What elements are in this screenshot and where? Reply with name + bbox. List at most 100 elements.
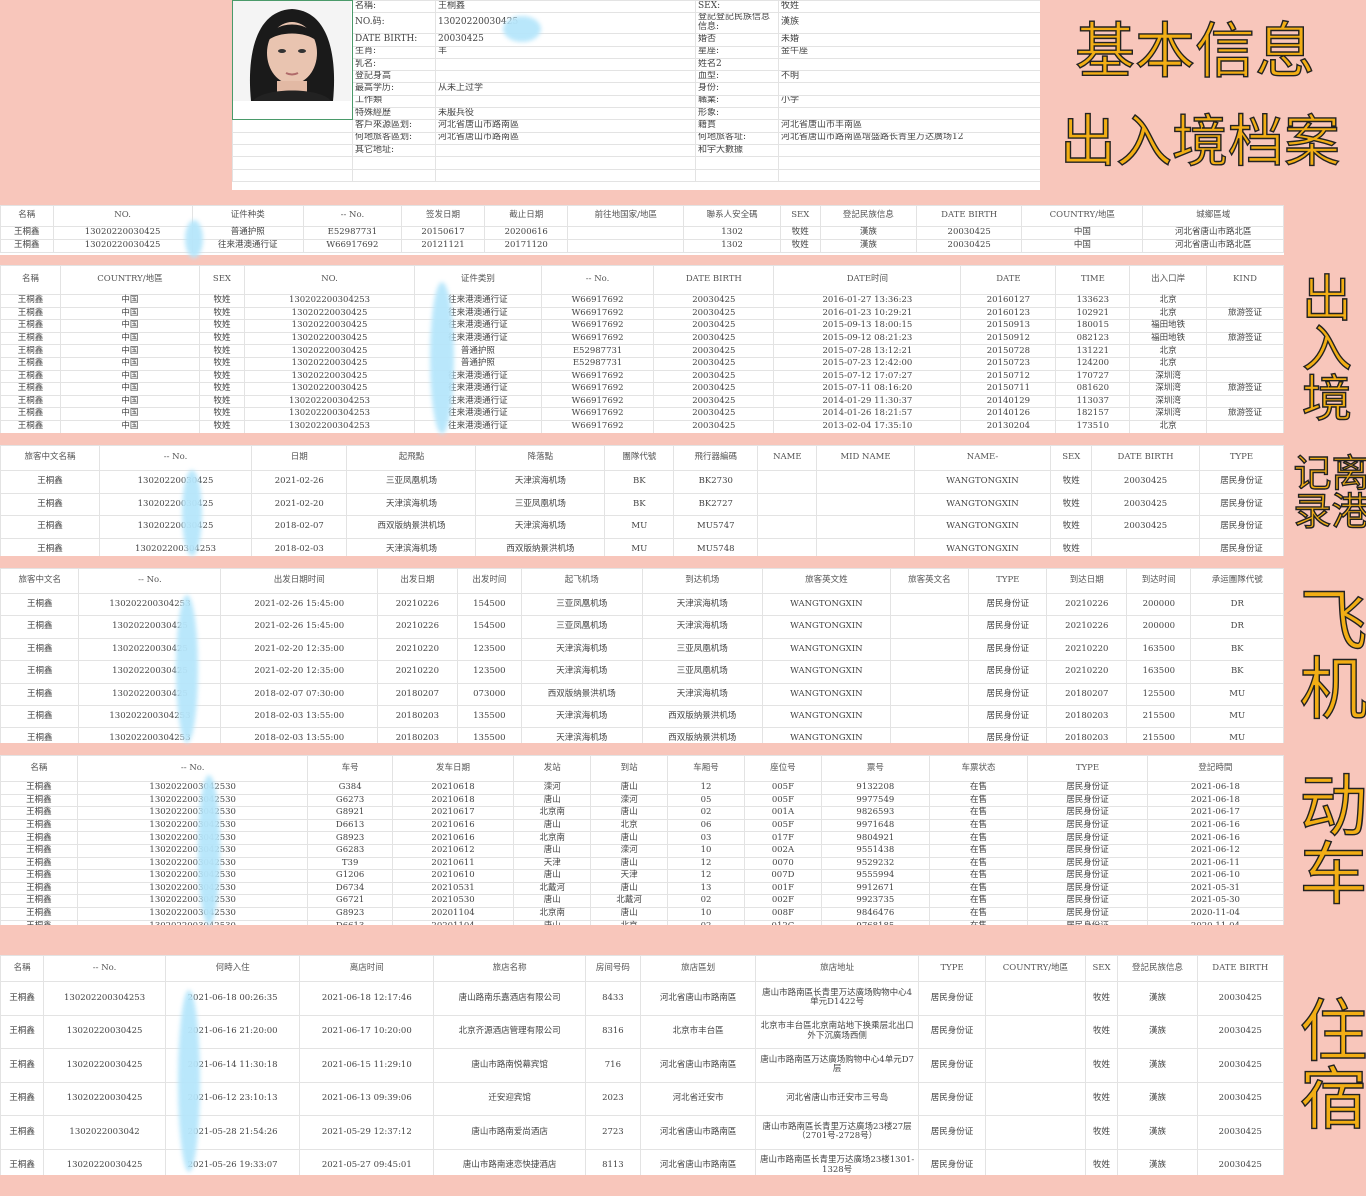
column-header[interactable]: COUNTRY/地區 xyxy=(1021,205,1144,227)
table-row[interactable]: 王桐鑫 1302022003042530 G384 20210618 滦河 唐山 12 005… xyxy=(0,781,1284,795)
table-row[interactable]: 王桐鑫 1302022003042530 G8921 20210617 北京南 唐山 02 0… xyxy=(0,806,1284,820)
column-header[interactable]: 旅店區划 xyxy=(639,955,757,982)
column-header[interactable]: 签发日期 xyxy=(400,205,486,227)
table-row[interactable]: 王桐鑫 中国 牧姓 130202200304253 往来港澳通行证 W66917692 20… xyxy=(0,394,1284,409)
column-header[interactable]: TYPE xyxy=(1198,445,1284,471)
table-row[interactable]: 王桐鑫 13020220030425 2018-02-07 西双版纳景洪机场 天津滨海机… xyxy=(0,515,1284,539)
column-header[interactable]: -- No. xyxy=(540,265,655,295)
table-row[interactable]: 王桐鑫 中国 牧姓 13020220030425 往来港澳通行证 W66917692 200… xyxy=(0,319,1284,333)
column-header[interactable]: 何時入住 xyxy=(164,955,301,982)
column-header[interactable]: DATE BIRTH xyxy=(653,265,775,295)
column-header[interactable]: DATE BIRTH xyxy=(1091,445,1200,471)
table-row[interactable]: 王桐鑫 中国 牧姓 13020220030425 往来港澳通行证 W66917692 200… xyxy=(0,369,1284,384)
table-row[interactable]: 王桐鑫 1302022003042530 G6721 20210530 唐山 北戴河 02 0… xyxy=(0,894,1284,908)
column-header[interactable]: 出入口岸 xyxy=(1129,265,1208,295)
column-header[interactable]: 旅客英文姓 xyxy=(761,568,891,594)
column-header[interactable]: 旅店地址 xyxy=(755,955,919,982)
table-row[interactable]: 王桐鑫 1302022003042 2021-05-28 21:54:26 2021-… xyxy=(0,1115,1284,1150)
column-header[interactable]: TYPE xyxy=(1027,755,1148,782)
column-header[interactable]: 票号 xyxy=(820,755,930,782)
column-header[interactable]: SEX xyxy=(779,205,821,227)
table-row[interactable]: 王桐鑫 1302022003042530 D6734 20210531 北戴河 唐山 13 0… xyxy=(0,881,1284,896)
table-row[interactable]: 王桐鑫 13020220030425 2021-05-26 19:33:07 2021… xyxy=(0,1148,1284,1175)
column-header[interactable]: SEX xyxy=(1084,955,1119,982)
column-header[interactable]: 飛行器編碼 xyxy=(673,445,759,471)
column-header[interactable]: 名稱 xyxy=(0,265,62,295)
column-header[interactable]: 截止日期 xyxy=(484,205,569,227)
column-header[interactable]: 证件种类 xyxy=(191,205,304,227)
table-row[interactable]: 王桐鑫 13020220030425 2021-02-20 12:35:00 2021… xyxy=(0,637,1284,662)
column-header[interactable]: 旅客英文名 xyxy=(889,568,970,594)
table-row[interactable]: 王桐鑫 1302022003042530 G8923 20201104 北京南 唐山 10 0… xyxy=(0,906,1284,921)
column-header[interactable]: 车号 xyxy=(307,755,393,782)
column-header[interactable]: 前往地国家/地區 xyxy=(567,205,685,227)
column-header[interactable]: 日期 xyxy=(251,445,348,471)
column-header[interactable]: -- No. xyxy=(43,955,166,982)
column-header[interactable]: 旅客中文名稱 xyxy=(0,445,100,471)
table-row[interactable]: 王桐鑫 中国 牧姓 13020220030425 往来港澳通行证 W66917692 200… xyxy=(0,306,1284,321)
table-row[interactable]: 王桐鑫 中国 牧姓 13020220030425 普通护照 E52987731 200304… xyxy=(0,356,1284,371)
table-row[interactable]: 王桐鑫 中国 牧姓 13020220030425 往来港澳通行证 W66917692 200… xyxy=(0,331,1284,346)
column-header[interactable]: -- No. xyxy=(98,445,253,471)
column-header[interactable]: DATE BIRTH xyxy=(1196,955,1284,982)
column-header[interactable]: 到达日期 xyxy=(1046,568,1128,594)
column-header[interactable]: COUNTRY/地區 xyxy=(985,955,1086,982)
column-header[interactable]: 起飛點 xyxy=(346,445,477,471)
column-header[interactable]: 到达机场 xyxy=(641,568,763,594)
table-row[interactable]: 王桐鑫 1302022003042530 G1206 20210610 唐山 天津 12 00… xyxy=(0,869,1284,883)
column-header[interactable]: 登記民族信息 xyxy=(819,205,918,227)
column-header[interactable]: 起飞机场 xyxy=(521,568,643,594)
column-header[interactable]: 登記民族信息 xyxy=(1117,955,1198,982)
table-row[interactable]: 王桐鑫1302022003042530D661320201104唐山北京0201… xyxy=(0,919,1284,925)
table-row[interactable]: 王桐鑫 13020220030425 2021-02-20 天津滨海机场 三亚凤凰机场 B… xyxy=(0,492,1284,516)
table-row[interactable]: 王桐鑫 1302022003042530 G6283 20210612 唐山 滦河 10 00… xyxy=(0,843,1284,858)
column-header[interactable]: DATE xyxy=(960,265,1057,295)
column-header[interactable]: DATE BIRTH xyxy=(916,205,1023,227)
table-row[interactable]: 王桐鑫 1302022003042530 G6273 20210618 唐山 滦河 05 00… xyxy=(0,793,1284,808)
column-header[interactable]: 出发时间 xyxy=(456,568,523,594)
column-header[interactable]: 聯系人安全碼 xyxy=(683,205,781,227)
column-header[interactable]: COUNTRY/地區 xyxy=(60,265,200,295)
column-header[interactable]: 名稱 xyxy=(0,205,54,227)
column-header[interactable]: TYPE xyxy=(968,568,1048,594)
column-header[interactable]: 到达时间 xyxy=(1126,568,1192,594)
column-header[interactable]: 座位号 xyxy=(743,755,822,782)
column-header[interactable]: DATE时间 xyxy=(773,265,962,295)
column-header[interactable]: -- No. xyxy=(302,205,402,227)
table-row[interactable]: 王桐鑫 130202200304253 2021-02-26 15:45:00 202… xyxy=(0,592,1284,617)
table-row[interactable]: 王桐鑫 13020220030425 2021-06-14 11:30:18 2021… xyxy=(0,1048,1284,1083)
table-row[interactable]: 王桐鑫 1302022003042530 G8923 20210616 北京南 唐山 03 0… xyxy=(0,831,1284,845)
column-header[interactable]: 名稱 xyxy=(0,755,78,782)
column-header[interactable]: 到站 xyxy=(590,755,669,782)
column-header[interactable]: 车票状态 xyxy=(928,755,1029,782)
column-header[interactable]: MID NAME xyxy=(816,445,915,471)
column-header[interactable]: 发车日期 xyxy=(391,755,515,782)
column-header[interactable]: 團隊代號 xyxy=(604,445,675,471)
column-header[interactable]: 登記時間 xyxy=(1146,755,1284,782)
column-header[interactable]: TIME xyxy=(1055,265,1131,295)
table-row[interactable]: 王桐鑫 13020220030425 往来港澳通行证 W66917692 2012112… xyxy=(0,239,1284,253)
column-header[interactable]: NAME- xyxy=(913,445,1052,471)
column-header[interactable]: 房间号码 xyxy=(584,955,641,982)
table-row[interactable]: 王桐鑫 1302022003042530 T39 20210611 天津 唐山 12 0070… xyxy=(0,856,1284,871)
column-header[interactable]: 承运團隊代號 xyxy=(1190,568,1284,594)
table-row[interactable]: 王桐鑫 13020220030425 2021-06-12 23:10:13 2021… xyxy=(0,1081,1284,1116)
column-header[interactable]: 车厢号 xyxy=(667,755,745,782)
column-header[interactable]: 离店时间 xyxy=(299,955,435,982)
table-row[interactable]: 王桐鑫 中国 牧姓 130202200304253 往来港澳通行证 W66917692 20… xyxy=(0,419,1284,433)
column-header[interactable]: 降落點 xyxy=(475,445,606,471)
column-header[interactable]: -- No. xyxy=(78,568,222,594)
table-row[interactable]: 王桐鑫 中国 牧姓 130202200304253 往来港澳通行证 W66917692 20… xyxy=(0,407,1284,421)
column-header[interactable]: 发站 xyxy=(513,755,592,782)
column-header[interactable]: KIND xyxy=(1206,265,1284,295)
table-row[interactable]: 王桐鑫 130202200304253 2018-02-03 13:55:00 201… xyxy=(0,727,1284,743)
column-header[interactable]: SEX xyxy=(1050,445,1093,471)
column-header[interactable]: -- No. xyxy=(76,755,309,782)
column-header[interactable]: NO. xyxy=(52,205,193,227)
column-header[interactable]: 城鄉區域 xyxy=(1142,205,1284,227)
table-row[interactable]: 王桐鑫 中国 牧姓 130202200304253 往来港澳通行证 W66917692 20… xyxy=(0,294,1284,308)
table-row[interactable]: 王桐鑫 中国 牧姓 13020220030425 往来港澳通行证 W66917692 200… xyxy=(0,382,1284,396)
table-row[interactable]: 王桐鑫 中国 牧姓 13020220030425 普通护照 E52987731 200304… xyxy=(0,344,1284,358)
column-header[interactable]: NO. xyxy=(244,265,415,295)
table-row[interactable]: 王桐鑫 130202200304253 2018-02-03 天津滨海机场 西双版纳景洪… xyxy=(0,537,1284,556)
